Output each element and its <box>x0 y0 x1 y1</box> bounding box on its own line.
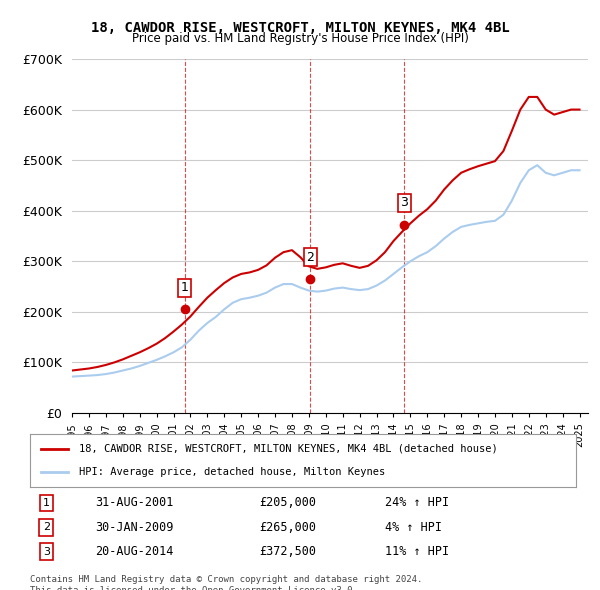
Text: 2: 2 <box>43 522 50 532</box>
Text: £265,000: £265,000 <box>259 521 316 534</box>
Text: 1: 1 <box>43 498 50 508</box>
Text: 3: 3 <box>400 196 408 209</box>
Text: £372,500: £372,500 <box>259 545 316 558</box>
Text: 2: 2 <box>306 251 314 264</box>
Text: HPI: Average price, detached house, Milton Keynes: HPI: Average price, detached house, Milt… <box>79 467 385 477</box>
Text: 18, CAWDOR RISE, WESTCROFT, MILTON KEYNES, MK4 4BL (detached house): 18, CAWDOR RISE, WESTCROFT, MILTON KEYNE… <box>79 444 498 454</box>
Text: 18, CAWDOR RISE, WESTCROFT, MILTON KEYNES, MK4 4BL: 18, CAWDOR RISE, WESTCROFT, MILTON KEYNE… <box>91 21 509 35</box>
Text: £205,000: £205,000 <box>259 496 316 510</box>
Text: 24% ↑ HPI: 24% ↑ HPI <box>385 496 449 510</box>
Text: 1: 1 <box>181 281 189 294</box>
Text: 30-JAN-2009: 30-JAN-2009 <box>95 521 174 534</box>
Text: 20-AUG-2014: 20-AUG-2014 <box>95 545 174 558</box>
Text: 3: 3 <box>43 547 50 556</box>
Text: 4% ↑ HPI: 4% ↑ HPI <box>385 521 442 534</box>
Text: 11% ↑ HPI: 11% ↑ HPI <box>385 545 449 558</box>
Text: 31-AUG-2001: 31-AUG-2001 <box>95 496 174 510</box>
Text: Price paid vs. HM Land Registry's House Price Index (HPI): Price paid vs. HM Land Registry's House … <box>131 32 469 45</box>
Text: Contains HM Land Registry data © Crown copyright and database right 2024.
This d: Contains HM Land Registry data © Crown c… <box>30 575 422 590</box>
